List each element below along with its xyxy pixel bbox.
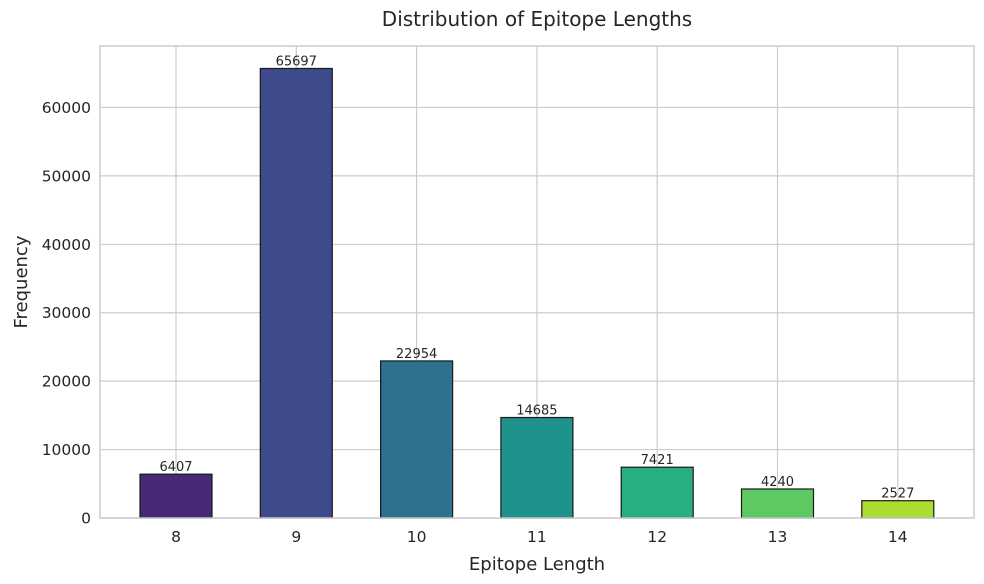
x-tick-label: 14 <box>888 528 908 546</box>
grid-layer <box>100 46 974 519</box>
x-tick-label: 10 <box>407 528 427 546</box>
data-label: 22954 <box>396 347 437 362</box>
y-axis-label: Frequency <box>11 235 32 328</box>
x-tick-label: 12 <box>647 528 667 546</box>
bar-length-11 <box>500 416 574 519</box>
y-tick-label: 0 <box>81 510 91 528</box>
data-label-layer: 6407 65697 22954 14685 7421 4240 2527 <box>159 54 914 501</box>
bar-length-9 <box>259 67 333 519</box>
bar-length-14 <box>861 500 935 519</box>
data-label: 7421 <box>641 453 674 468</box>
bar-length-13 <box>740 488 815 519</box>
data-label: 6407 <box>159 460 192 475</box>
x-tick-label: 11 <box>527 528 547 546</box>
y-tick-label: 20000 <box>42 373 91 391</box>
bar-length-12 <box>620 466 694 519</box>
bar-length-10 <box>380 360 454 519</box>
y-tick-label: 10000 <box>42 441 91 459</box>
y-tick-label: 60000 <box>42 99 91 117</box>
y-tick-label: 40000 <box>42 236 91 254</box>
chart-title: Distribution of Epitope Lengths <box>382 7 692 31</box>
y-tick-label: 30000 <box>42 304 91 322</box>
data-label: 14685 <box>516 404 557 419</box>
data-label: 2527 <box>881 487 914 502</box>
y-tick-layer: 0 10000 20000 30000 40000 50000 60000 <box>42 99 91 528</box>
x-tick-label: 9 <box>291 528 301 546</box>
data-label: 4240 <box>761 475 794 490</box>
bar-length-8 <box>139 473 213 519</box>
x-tick-layer: 8 9 10 11 12 13 14 <box>171 528 908 546</box>
x-tick-label: 8 <box>171 528 181 546</box>
x-axis-label: Epitope Length <box>469 554 605 575</box>
x-tick-label: 13 <box>768 528 788 546</box>
y-tick-label: 50000 <box>42 167 91 185</box>
bar-layer <box>139 67 935 519</box>
plot-frame <box>99 45 975 519</box>
data-label: 65697 <box>276 54 317 69</box>
